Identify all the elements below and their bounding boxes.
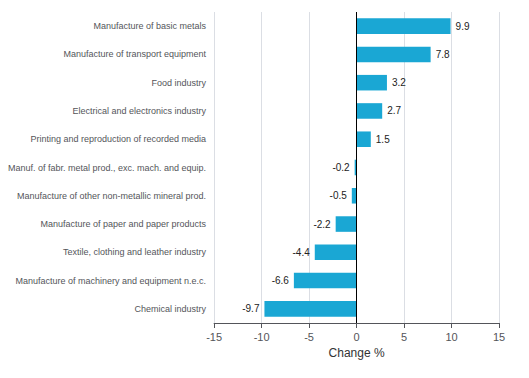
svg-text:Food industry: Food industry [152,78,207,88]
svg-text:-9.7: -9.7 [242,303,260,314]
svg-text:7.8: 7.8 [436,49,450,60]
svg-text:Textile, clothing and leather: Textile, clothing and leather industry [63,247,207,257]
svg-text:Manufacture of transport equip: Manufacture of transport equipment [64,49,207,59]
svg-text:2.7: 2.7 [387,105,401,116]
svg-text:9.9: 9.9 [456,21,470,32]
svg-text:5: 5 [401,331,407,343]
svg-text:-10: -10 [254,331,270,343]
svg-text:0: 0 [353,331,359,343]
svg-text:Manufacture of basic metals: Manufacture of basic metals [94,21,207,31]
svg-text:Manufacture of paper and paper: Manufacture of paper and paper products [41,219,207,229]
svg-text:-4.4: -4.4 [293,247,311,258]
svg-text:-15: -15 [206,331,222,343]
svg-text:Chemical industry: Chemical industry [135,304,207,314]
svg-text:-0.2: -0.2 [332,162,350,173]
svg-text:Manufacture of other non-metal: Manufacture of other non-metallic minera… [17,191,206,201]
svg-text:3.2: 3.2 [392,77,406,88]
svg-text:-0.5: -0.5 [330,190,348,201]
svg-text:Change %: Change % [329,346,385,360]
svg-text:Electrical and electronics ind: Electrical and electronics industry [73,106,207,116]
svg-text:-2.2: -2.2 [313,219,331,230]
svg-text:Manufacture of machinery and e: Manufacture of machinery and equipment n… [16,276,207,286]
svg-text:15: 15 [493,331,505,343]
svg-text:1.5: 1.5 [376,134,390,145]
svg-text:Printing and reproduction of r: Printing and reproduction of recorded me… [31,134,207,144]
svg-text:10: 10 [445,331,457,343]
svg-text:-6.6: -6.6 [272,275,290,286]
svg-text:-5: -5 [304,331,314,343]
svg-text:Manuf. of fabr. metal prod., e: Manuf. of fabr. metal prod., exc. mach. … [8,163,206,173]
